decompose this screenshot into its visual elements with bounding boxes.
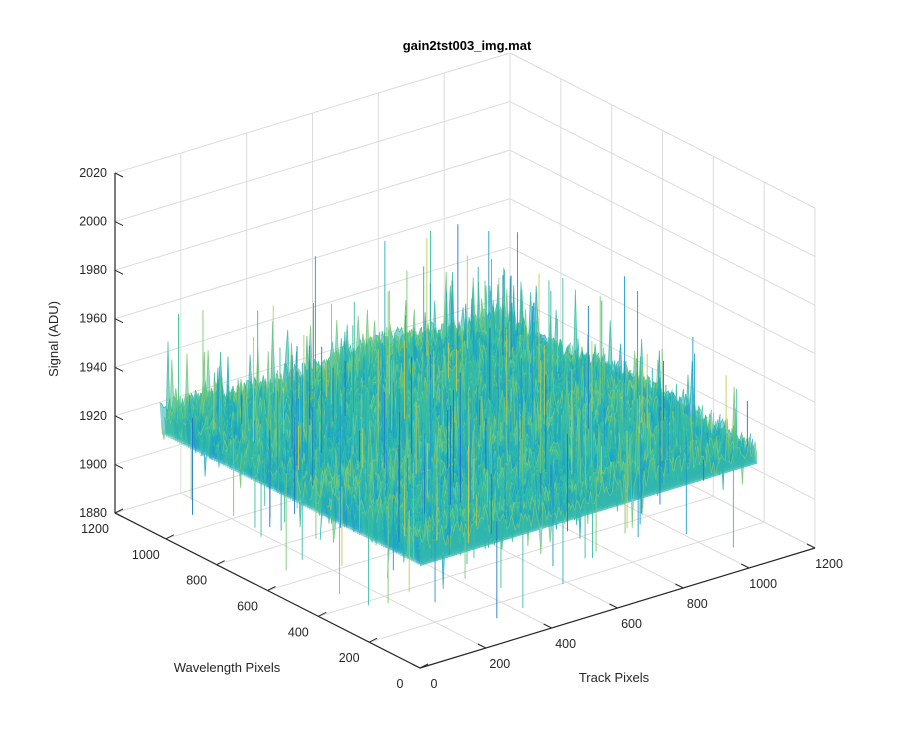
y-tick-label: 800 xyxy=(186,574,207,588)
z-tick-label: 1900 xyxy=(79,457,107,471)
surface-plot xyxy=(159,224,758,619)
surface-line xyxy=(404,404,743,550)
y-tick-mark xyxy=(114,508,124,514)
x-axis-label: Track Pixels xyxy=(579,670,650,685)
surface-band xyxy=(420,407,758,566)
grid-line-floor-y xyxy=(369,521,765,643)
y-tick-mark xyxy=(216,560,225,566)
z-tick-label: 1980 xyxy=(79,263,107,277)
x-tick-label: 800 xyxy=(687,597,708,611)
z-tick-label: 1920 xyxy=(79,409,107,423)
y-tick-label: 0 xyxy=(397,677,404,691)
y-tick-mark xyxy=(267,586,276,591)
x-tick-label: 400 xyxy=(555,637,576,651)
grid-line-z-wall-x xyxy=(509,246,816,403)
x-tick-mark xyxy=(543,623,552,629)
x-tick-label: 600 xyxy=(621,617,642,631)
y-axis-label: Wavelength Pixels xyxy=(174,660,281,675)
grid-line-z-wall-y xyxy=(114,246,511,368)
surface-line xyxy=(419,407,758,555)
axes xyxy=(114,172,816,669)
z-axis-label: Signal (ADU) xyxy=(46,301,61,377)
grid-line-z-wall-y xyxy=(114,198,511,320)
y-tick-label: 1200 xyxy=(81,522,109,536)
grid-line-z-wall-x xyxy=(509,149,816,306)
y-tick-mark xyxy=(419,663,429,669)
grid-line-z-wall-x xyxy=(509,101,816,258)
grid-line-z-wall-x xyxy=(509,198,816,355)
grid-line-z-wall-y xyxy=(114,52,511,174)
y-tick-label: 600 xyxy=(237,600,258,614)
y-tick-mark xyxy=(165,534,175,540)
grid-line-floor-y xyxy=(318,495,714,617)
y-tick-label: 400 xyxy=(288,625,309,639)
z-tick-mark xyxy=(114,463,124,469)
z-tick-mark xyxy=(114,269,124,275)
z-tick-label: 1940 xyxy=(79,360,107,374)
x-tick-mark xyxy=(477,643,487,649)
z-tick-mark xyxy=(114,318,124,324)
grid-line-z-wall-y xyxy=(114,101,511,223)
z-tick-mark xyxy=(114,221,124,227)
z-tick-label: 2000 xyxy=(79,215,107,229)
grid-line-z-wall-x xyxy=(509,52,816,209)
y-tick-mark xyxy=(318,611,327,617)
x-tick-label: 1000 xyxy=(749,577,777,591)
tick-labels: 0 200 400 600 800 1000 1200 0 200 400 600 800 1000 12… xyxy=(79,166,843,691)
x-tick-mark xyxy=(609,603,618,609)
y-tick-label: 1000 xyxy=(132,548,160,562)
x-tick-label: 0 xyxy=(431,677,438,691)
z-tick-label: 2020 xyxy=(79,166,107,180)
grid-line-z-wall-y xyxy=(114,149,511,271)
x-tick-mark xyxy=(740,563,750,569)
chart-title: gain2tst003_img.mat xyxy=(403,38,532,53)
z-tick-mark xyxy=(114,512,124,518)
z-tick-label: 1880 xyxy=(79,506,107,520)
z-tick-mark xyxy=(114,415,124,421)
x-tick-mark xyxy=(806,543,816,549)
x-tick-mark xyxy=(411,663,421,669)
z-tick-mark xyxy=(114,366,124,372)
z-tick-mark xyxy=(114,172,124,178)
y-tick-label: 200 xyxy=(339,651,360,665)
y-tick-mark xyxy=(368,637,378,643)
z-tick-label: 1960 xyxy=(79,312,107,326)
surface-band xyxy=(357,361,697,536)
x-tick-label: 200 xyxy=(489,657,510,671)
x-tick-mark xyxy=(675,583,684,589)
x-tick-label: 1200 xyxy=(815,557,843,571)
